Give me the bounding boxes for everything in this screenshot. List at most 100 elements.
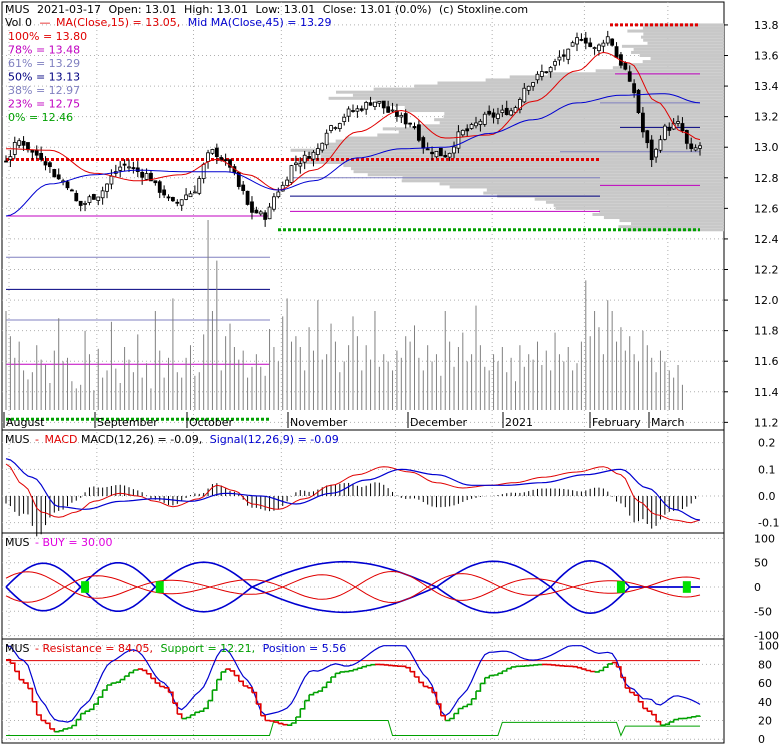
candle-body bbox=[535, 73, 540, 81]
buy-signal-marker bbox=[155, 581, 164, 593]
position-step bbox=[282, 723, 288, 726]
profile-bar bbox=[328, 96, 724, 100]
profile-bar bbox=[406, 109, 724, 113]
candle-body bbox=[223, 159, 228, 162]
position-step bbox=[502, 668, 508, 672]
profile-bar bbox=[345, 136, 724, 140]
candle-body bbox=[689, 143, 694, 149]
fib-label: 38% = 12.97 bbox=[8, 84, 80, 97]
profile-bar bbox=[486, 188, 724, 192]
price-tick-label: 13.8 bbox=[754, 19, 779, 32]
position-step bbox=[63, 728, 69, 730]
position-step bbox=[629, 691, 635, 696]
position-step bbox=[115, 679, 121, 683]
profile-bar bbox=[328, 142, 724, 146]
candle-body bbox=[403, 113, 408, 125]
position-step bbox=[93, 697, 99, 705]
candle-body bbox=[175, 201, 180, 204]
candle-body bbox=[337, 123, 342, 130]
x-tick-label: 2021 bbox=[505, 416, 533, 429]
position-step bbox=[647, 710, 653, 715]
candle-body bbox=[570, 42, 575, 47]
profile-bar bbox=[509, 75, 724, 79]
candle-body bbox=[78, 200, 83, 206]
macd-tick-label: 0.1 bbox=[758, 463, 776, 476]
profile-bar bbox=[599, 209, 724, 213]
position-step bbox=[383, 664, 389, 666]
position-step bbox=[6, 659, 12, 664]
candle-body bbox=[144, 173, 149, 180]
position-step bbox=[120, 676, 126, 681]
position-step bbox=[208, 690, 214, 702]
candle-body bbox=[518, 99, 522, 111]
profile-bar bbox=[343, 164, 724, 168]
profile-bar bbox=[382, 127, 724, 131]
profile-bar bbox=[443, 115, 724, 119]
candle-body bbox=[214, 147, 219, 158]
profile-bar bbox=[485, 78, 724, 82]
candle-body bbox=[184, 194, 188, 200]
profile-bar bbox=[375, 99, 724, 103]
candle-body bbox=[438, 147, 443, 157]
position-step bbox=[14, 670, 20, 680]
candle-body bbox=[548, 67, 553, 73]
position-step bbox=[142, 669, 148, 674]
candle-body bbox=[557, 56, 562, 61]
candle-body bbox=[87, 196, 92, 203]
candle-body bbox=[474, 122, 478, 127]
position-step bbox=[54, 730, 60, 733]
ma45-line bbox=[5, 93, 701, 217]
candle-body bbox=[425, 148, 430, 151]
position-step bbox=[634, 694, 640, 702]
position-step bbox=[265, 719, 271, 722]
x-tick-label: October bbox=[189, 416, 233, 429]
x-tick-label: March bbox=[651, 416, 685, 429]
position-step bbox=[620, 676, 627, 689]
candle-body bbox=[561, 54, 566, 57]
candle-body bbox=[293, 162, 298, 165]
position-step bbox=[67, 725, 73, 729]
candle-body bbox=[34, 149, 39, 156]
candle-body bbox=[43, 161, 48, 166]
buy-red-line bbox=[5, 570, 701, 603]
candle-body bbox=[228, 159, 232, 168]
position-step bbox=[230, 670, 236, 676]
profile-bar bbox=[555, 206, 724, 210]
position-step bbox=[331, 673, 337, 678]
position-step bbox=[471, 691, 477, 700]
price-tick-label: 11.6 bbox=[754, 355, 779, 368]
candle-body bbox=[206, 152, 210, 162]
fib-label: 23% = 12.75 bbox=[8, 98, 80, 111]
candle-body bbox=[254, 209, 259, 214]
candle-body bbox=[21, 140, 26, 146]
macd-tick-label: -0.1 bbox=[758, 517, 779, 530]
position-step bbox=[322, 682, 328, 689]
candle-body bbox=[96, 196, 101, 201]
profile-bar bbox=[414, 84, 724, 88]
macd-tick-label: 0.2 bbox=[758, 437, 776, 450]
profile-bar bbox=[404, 105, 724, 109]
candle-body bbox=[52, 169, 57, 178]
position-step bbox=[467, 698, 473, 706]
position-step bbox=[199, 708, 205, 712]
position-step bbox=[317, 687, 324, 692]
position-step bbox=[89, 704, 95, 711]
position-step bbox=[612, 661, 618, 667]
candle-body bbox=[315, 148, 320, 155]
profile-bar bbox=[639, 54, 724, 57]
candle-body bbox=[65, 181, 70, 189]
profile-bar bbox=[619, 219, 724, 223]
x-tick-label: December bbox=[410, 416, 468, 429]
macd-header: MUS - MACD MACD(12,26) = -0.09, Signal(1… bbox=[5, 433, 339, 446]
candle-body bbox=[48, 162, 52, 168]
candle-body bbox=[127, 166, 131, 169]
price-tick-label: 11.8 bbox=[754, 325, 779, 338]
position-step bbox=[164, 687, 170, 693]
candle-body bbox=[482, 113, 487, 125]
candle-body bbox=[575, 37, 579, 45]
position-step bbox=[410, 670, 416, 677]
candle-body bbox=[272, 196, 276, 210]
candle-body bbox=[601, 42, 606, 47]
profile-bar bbox=[377, 133, 724, 137]
